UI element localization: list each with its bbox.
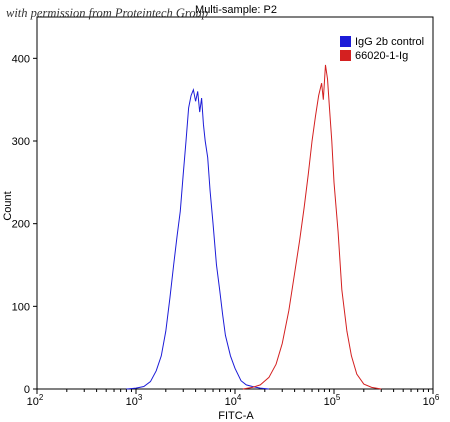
- series-line-66020-1-ig: [242, 64, 382, 390]
- series-layer: [126, 64, 382, 390]
- legend-swatch-66020-1-ig: [340, 50, 351, 61]
- x-tick-label: 104: [225, 393, 242, 408]
- x-tick-label: 103: [126, 393, 143, 408]
- y-tick-label: 0: [24, 384, 30, 396]
- x-axis-ticks: 102 103 104 105 106: [27, 389, 440, 408]
- plot-frame: [36, 16, 434, 390]
- y-tick-label: 300: [12, 136, 30, 148]
- x-axis-label: FITC-A: [218, 410, 254, 422]
- y-tick-label: 100: [12, 301, 30, 313]
- x-tick-label: 106: [423, 393, 440, 408]
- y-axis-ticks: 0 100 200 300 400: [12, 53, 37, 396]
- y-axis-label: Count: [2, 191, 14, 220]
- series-line-igg-control: [126, 87, 269, 390]
- legend-label-igg-control: IgG 2b control: [355, 36, 424, 48]
- legend-label-66020-1-ig: 66020-1-Ig: [355, 50, 408, 62]
- x-tick-label: 102: [27, 393, 44, 408]
- watermark-text: with permission from Proteintech Group: [6, 6, 209, 20]
- legend: IgG 2b control 66020-1-Ig: [340, 36, 424, 62]
- x-tick-label: 105: [324, 393, 341, 408]
- y-tick-label: 400: [12, 53, 30, 65]
- y-tick-label: 200: [12, 219, 30, 231]
- chart-title: Multi-sample: P2: [195, 4, 277, 16]
- legend-swatch-igg-control: [340, 36, 351, 47]
